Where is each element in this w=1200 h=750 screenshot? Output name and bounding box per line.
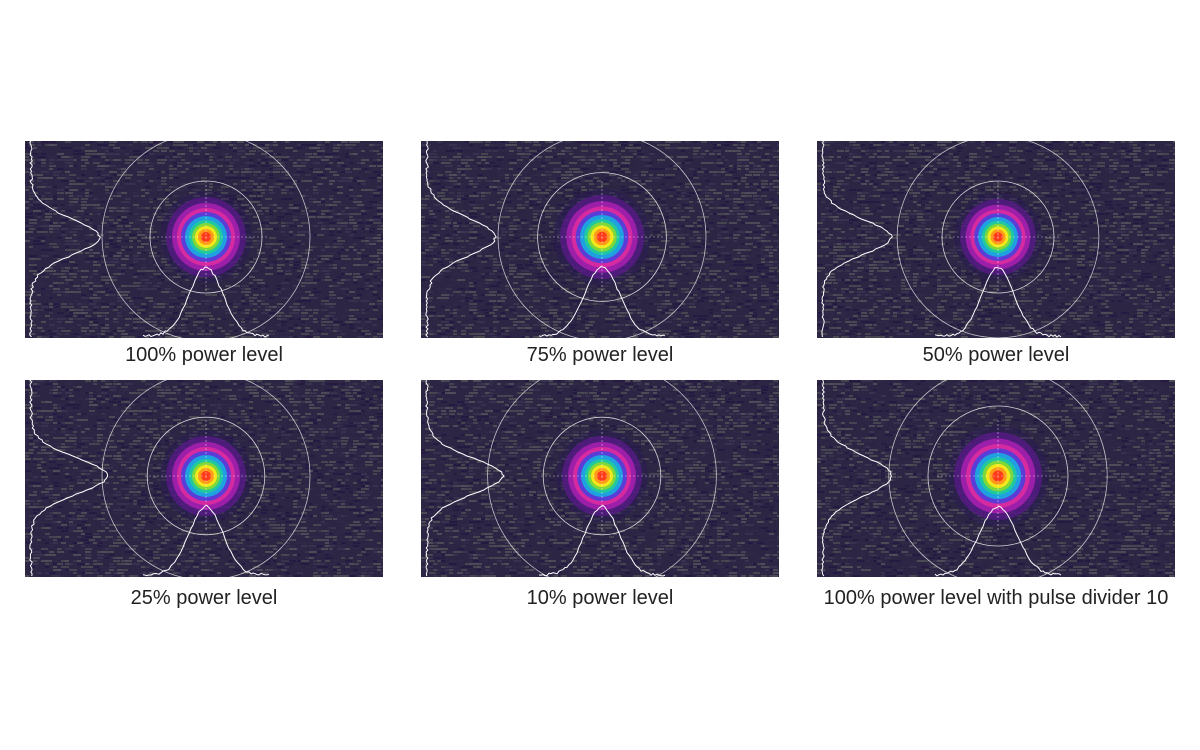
inner-ring — [149, 180, 263, 294]
beam-spot — [556, 430, 648, 522]
inner-ring — [542, 416, 662, 536]
outer-ring — [896, 141, 1100, 338]
caption-1: 100% power level — [125, 344, 283, 366]
beam-image-2 — [421, 141, 779, 338]
beam-profile-panel-5 — [421, 380, 779, 577]
vertical-intensity-profile — [425, 380, 505, 577]
vertical-intensity-profile — [821, 141, 893, 338]
horizontal-intensity-profile — [934, 505, 1062, 577]
vertical-intensity-profile — [821, 380, 892, 577]
horizontal-intensity-profile — [934, 267, 1062, 338]
outer-ring — [888, 380, 1108, 577]
inner-ring — [537, 172, 667, 302]
inner-ring — [927, 405, 1069, 547]
beam-image-6 — [817, 380, 1175, 577]
beam-image-4 — [25, 380, 383, 577]
caption-2: 75% power level — [526, 344, 674, 366]
beam-image-5 — [421, 380, 779, 577]
beam-image-3 — [817, 141, 1175, 338]
outer-ring — [487, 380, 717, 577]
inner-ring — [941, 180, 1055, 294]
beam-profile-panel-3 — [817, 141, 1175, 338]
beam-profile-panel-4 — [25, 380, 383, 577]
beam-profile-panel-2 — [421, 141, 779, 338]
caption-3: 50% power level — [922, 344, 1070, 366]
beam-image-1 — [25, 141, 383, 338]
horizontal-intensity-profile — [538, 504, 666, 577]
caption-6: 100% power level with pulse divider 10 — [823, 587, 1169, 609]
caption-4: 25% power level — [130, 587, 278, 609]
noise-texture — [25, 380, 383, 577]
vertical-intensity-profile — [425, 141, 497, 338]
vertical-intensity-profile — [29, 141, 101, 338]
outer-ring — [101, 380, 311, 577]
horizontal-intensity-profile — [142, 266, 270, 338]
outer-ring — [497, 141, 707, 338]
horizontal-intensity-profile — [142, 504, 270, 577]
inner-ring — [146, 416, 266, 536]
vertical-intensity-profile — [29, 380, 109, 577]
horizontal-intensity-profile — [538, 266, 666, 337]
beam-profile-panel-1 — [25, 141, 383, 338]
beam-profile-panel-6 — [817, 380, 1175, 577]
caption-5: 10% power level — [526, 587, 674, 609]
outer-ring — [101, 141, 311, 338]
